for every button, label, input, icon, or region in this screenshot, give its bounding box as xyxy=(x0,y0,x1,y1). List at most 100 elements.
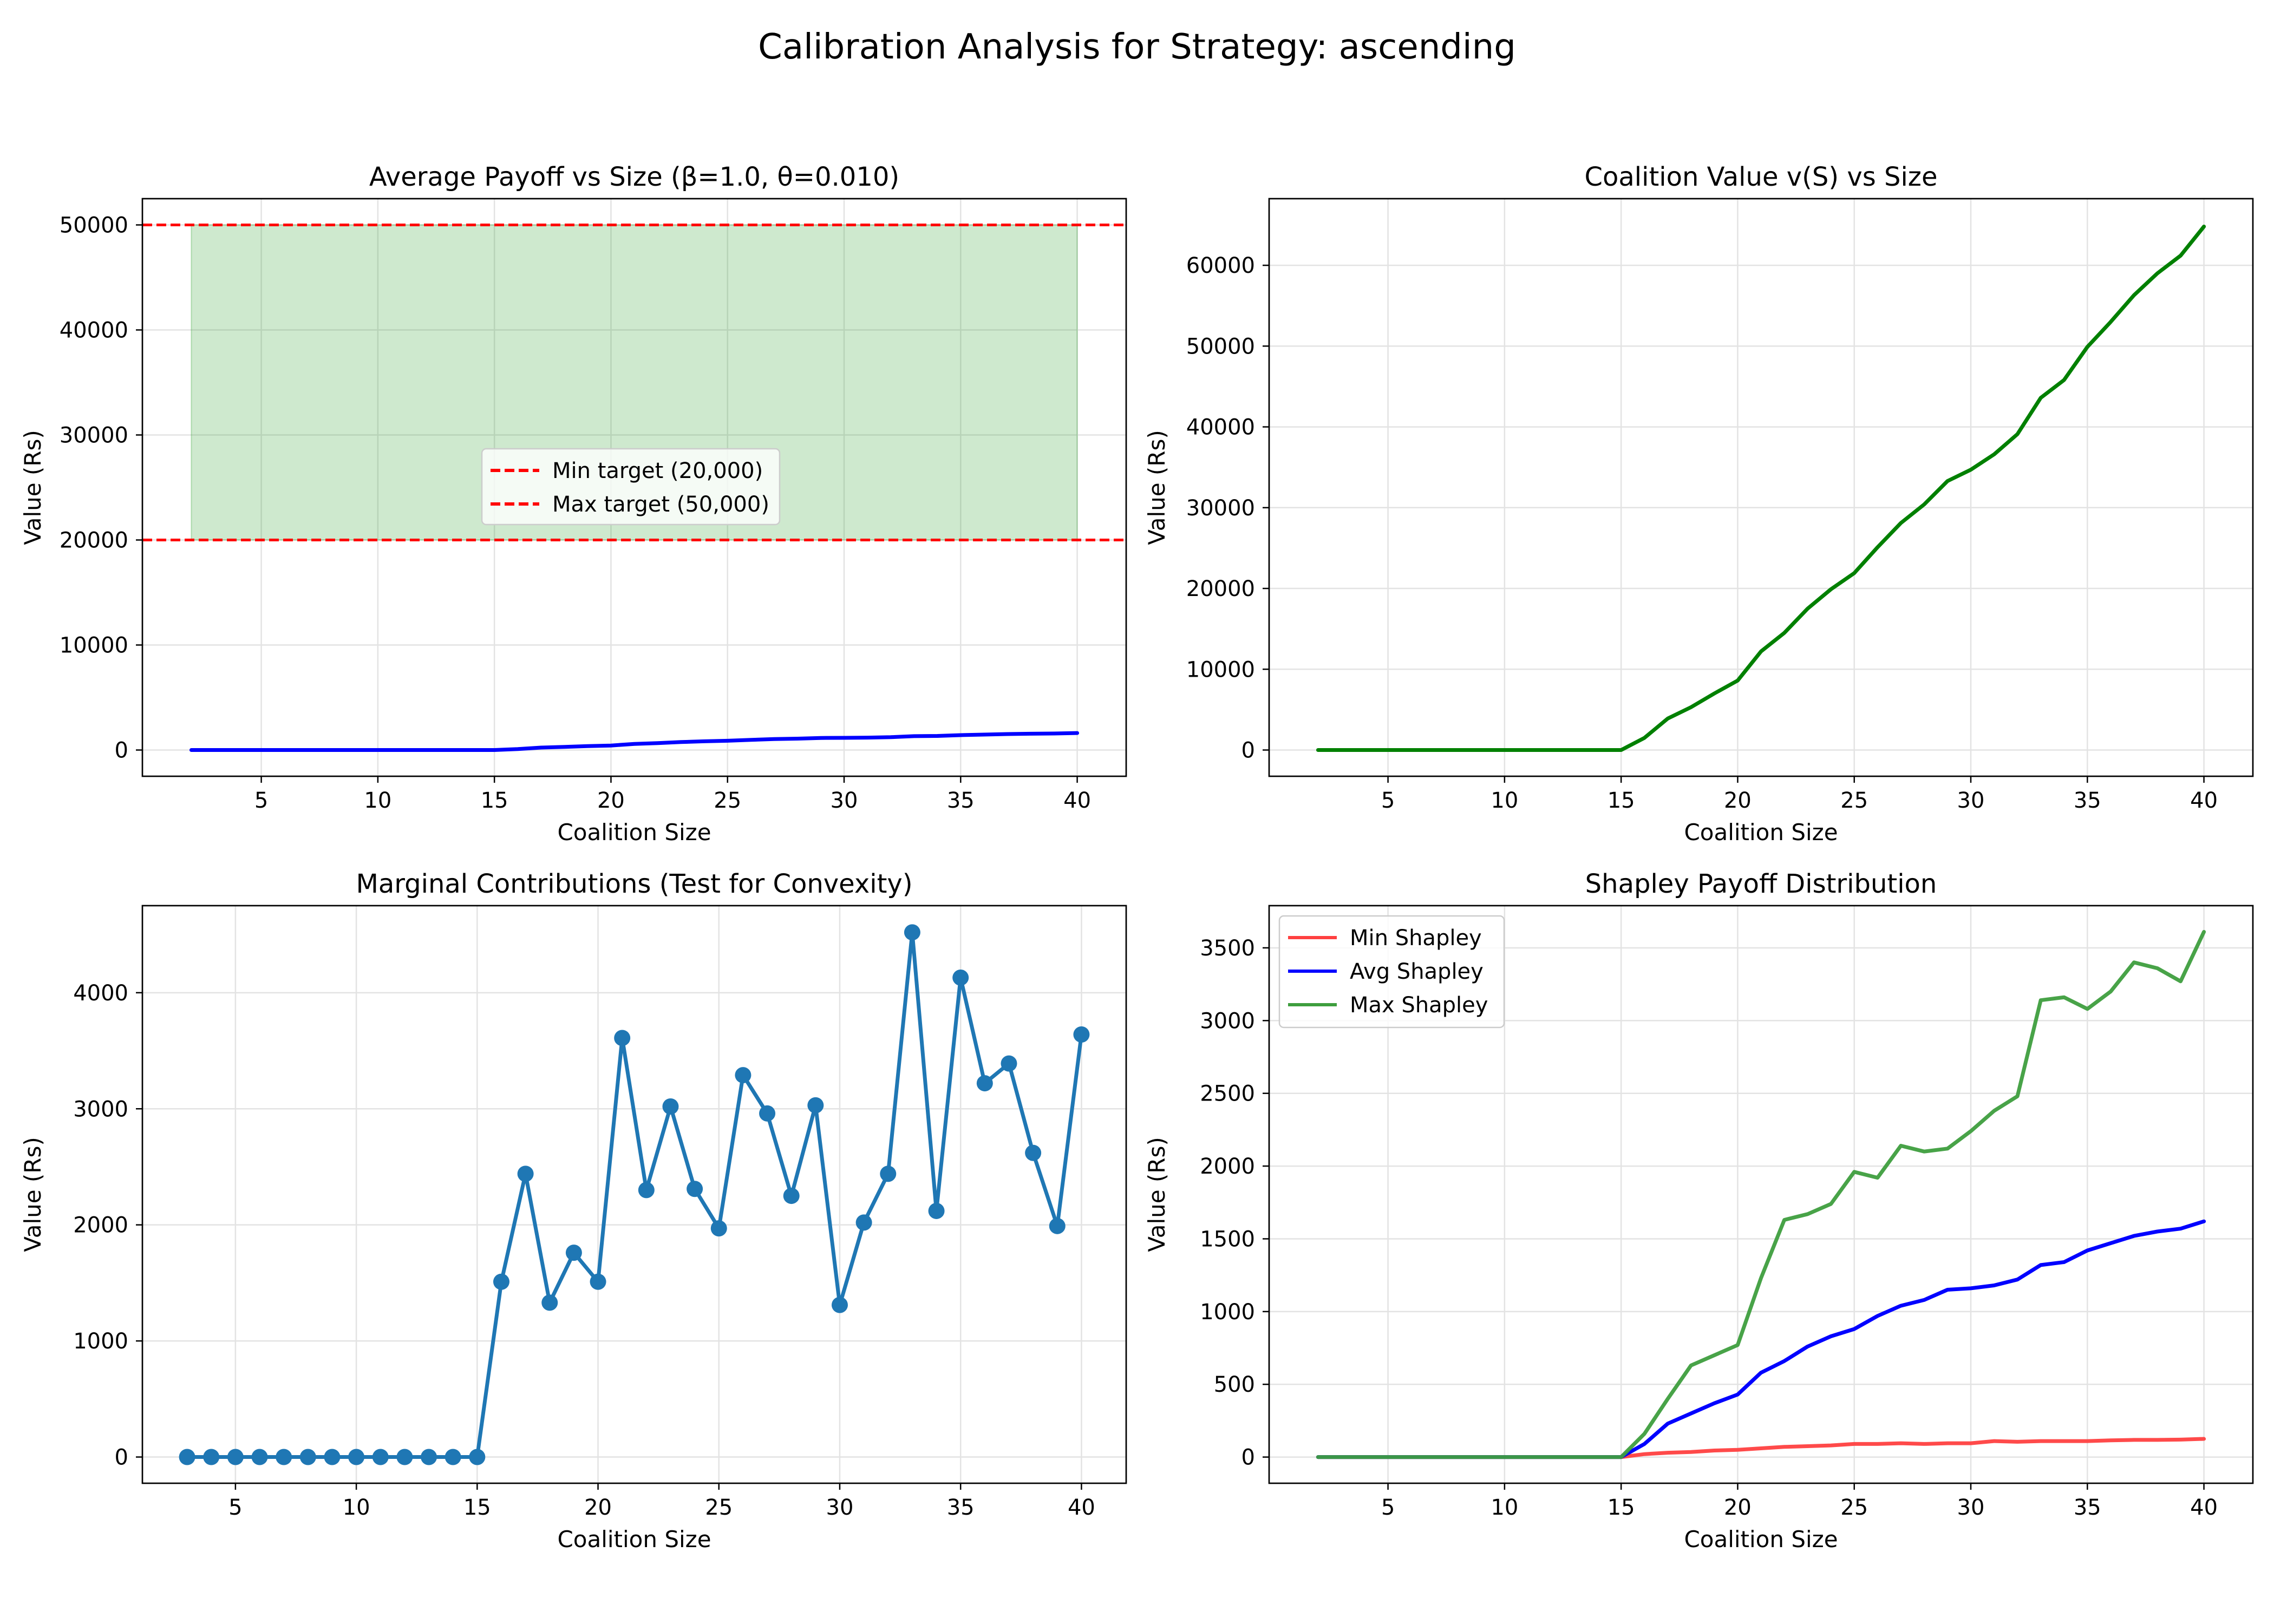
x-tick-label: 40 xyxy=(2190,1495,2218,1520)
data-point xyxy=(807,1097,824,1114)
legend-box xyxy=(481,448,781,526)
axes-frame xyxy=(141,198,1127,777)
data-point xyxy=(203,1449,220,1465)
x-tick-label: 40 xyxy=(1063,788,1091,813)
data-point xyxy=(251,1449,268,1465)
x-tick-label: 30 xyxy=(831,788,858,813)
data-point xyxy=(614,1030,631,1046)
y-tick-label: 0 xyxy=(115,1445,128,1470)
y-tick-label: 10000 xyxy=(1186,657,1255,682)
y-tick-label: 0 xyxy=(1241,738,1255,763)
x-tick-label: 40 xyxy=(1068,1495,1095,1520)
data-point xyxy=(590,1273,606,1290)
data-point xyxy=(227,1449,244,1465)
y-tick-label: 50000 xyxy=(60,213,128,238)
data-point xyxy=(710,1220,727,1237)
legend-label: Max target (50,000) xyxy=(552,492,769,517)
y-tick-label: 2000 xyxy=(1200,1154,1255,1179)
data-point xyxy=(976,1075,993,1092)
subplot-title: Marginal Contributions (Test for Convexi… xyxy=(356,869,912,899)
x-tick-label: 10 xyxy=(364,788,391,813)
x-axis-label: Coalition Size xyxy=(1684,1526,1838,1553)
y-tick-label: 30000 xyxy=(60,423,128,448)
x-tick-label: 30 xyxy=(1957,788,1985,813)
data-point xyxy=(469,1449,486,1465)
x-axis-label: Coalition Size xyxy=(557,819,711,846)
data-point xyxy=(1025,1144,1042,1161)
series-line-3 xyxy=(1316,929,2206,1459)
y-tick-label: 1500 xyxy=(1200,1227,1255,1252)
subplot-1: 5 10 15 20 25 30 35 40 0 10000 20000 30000 40000 5000… xyxy=(19,162,1127,846)
x-tick-label: 35 xyxy=(947,1495,975,1520)
x-tick-label: 20 xyxy=(597,788,625,813)
data-point xyxy=(880,1165,897,1182)
x-tick-label: 5 xyxy=(254,788,268,813)
data-point xyxy=(638,1182,655,1199)
data-point xyxy=(493,1273,509,1290)
data-point xyxy=(783,1188,800,1204)
x-tick-label: 20 xyxy=(1724,788,1752,813)
data-point xyxy=(831,1296,848,1313)
data-point xyxy=(662,1098,679,1115)
y-tick-label: 0 xyxy=(1241,1445,1255,1470)
y-tick-label: 3500 xyxy=(1200,936,1255,961)
y-tick-label: 1000 xyxy=(73,1329,128,1354)
x-axis-label: Coalition Size xyxy=(557,1526,711,1553)
x-tick-label: 10 xyxy=(343,1495,370,1520)
y-tick-label: 3000 xyxy=(1200,1009,1255,1033)
x-tick-label: 5 xyxy=(228,1495,242,1520)
legend: Min Shapley Avg Shapley Max Shapley xyxy=(1278,915,1505,1029)
x-tick-label: 35 xyxy=(2074,1495,2101,1520)
data-point xyxy=(396,1449,413,1465)
y-tick-label: 500 xyxy=(1214,1372,1255,1397)
legend-label: Avg Shapley xyxy=(1350,959,1484,984)
x-tick-label: 25 xyxy=(714,788,741,813)
y-axis-label: Value (Rs) xyxy=(19,1137,46,1252)
data-point xyxy=(276,1449,292,1465)
y-tick-label: 2000 xyxy=(73,1213,128,1238)
subplot-title: Average Payoff vs Size (β=1.0, θ=0.010) xyxy=(369,162,899,192)
data-point xyxy=(372,1449,389,1465)
x-tick-label: 30 xyxy=(826,1495,854,1520)
y-axis-label: Value (Rs) xyxy=(1143,1137,1170,1252)
subplot-title: Coalition Value v(S) vs Size xyxy=(1584,162,1937,192)
figure-title: Calibration Analysis for Strategy: ascen… xyxy=(758,27,1516,67)
y-tick-label: 10000 xyxy=(60,633,128,658)
y-tick-label: 2500 xyxy=(1200,1082,1255,1106)
data-point xyxy=(445,1449,461,1465)
x-tick-label: 30 xyxy=(1957,1495,1985,1520)
axes-frame xyxy=(1268,198,2254,777)
data-point xyxy=(904,924,920,941)
y-tick-label: 60000 xyxy=(1186,253,1255,278)
axes-frame xyxy=(141,905,1127,1484)
data-point xyxy=(517,1165,534,1182)
x-tick-label: 20 xyxy=(584,1495,612,1520)
legend-label: Min target (20,000) xyxy=(552,459,763,483)
legend-box xyxy=(1278,915,1505,1029)
series-line-1 xyxy=(1316,225,2206,752)
y-tick-label: 1000 xyxy=(1200,1300,1255,1325)
axes-frame xyxy=(1268,905,2254,1484)
legend: Min target (20,000) Max target (50,000) xyxy=(481,448,781,526)
y-tick-label: 4000 xyxy=(73,981,128,1006)
y-tick-label: 20000 xyxy=(60,528,128,553)
y-tick-label: 20000 xyxy=(1186,577,1255,601)
x-tick-label: 15 xyxy=(481,788,508,813)
subplot-2: 5 10 15 20 25 30 35 40 0 10000 20000 30000 40000 5000… xyxy=(1143,162,2254,846)
subplot-grid: 5 10 15 20 25 30 35 400100002000030000400005000… xyxy=(19,162,2254,1553)
x-tick-label: 25 xyxy=(1840,788,1868,813)
x-axis-label: Coalition Size xyxy=(1684,819,1838,846)
x-tick-label: 35 xyxy=(947,788,975,813)
data-point xyxy=(541,1294,558,1311)
x-tick-label: 10 xyxy=(1491,788,1518,813)
x-tick-label: 40 xyxy=(2190,788,2218,813)
x-tick-label: 15 xyxy=(1608,1495,1635,1520)
data-point xyxy=(421,1449,437,1465)
x-tick-label: 35 xyxy=(2074,788,2101,813)
series-line-1 xyxy=(189,731,1080,752)
y-tick-label: 30000 xyxy=(1186,496,1255,521)
data-point xyxy=(299,1449,316,1465)
x-tick-label: 5 xyxy=(1381,1495,1395,1520)
